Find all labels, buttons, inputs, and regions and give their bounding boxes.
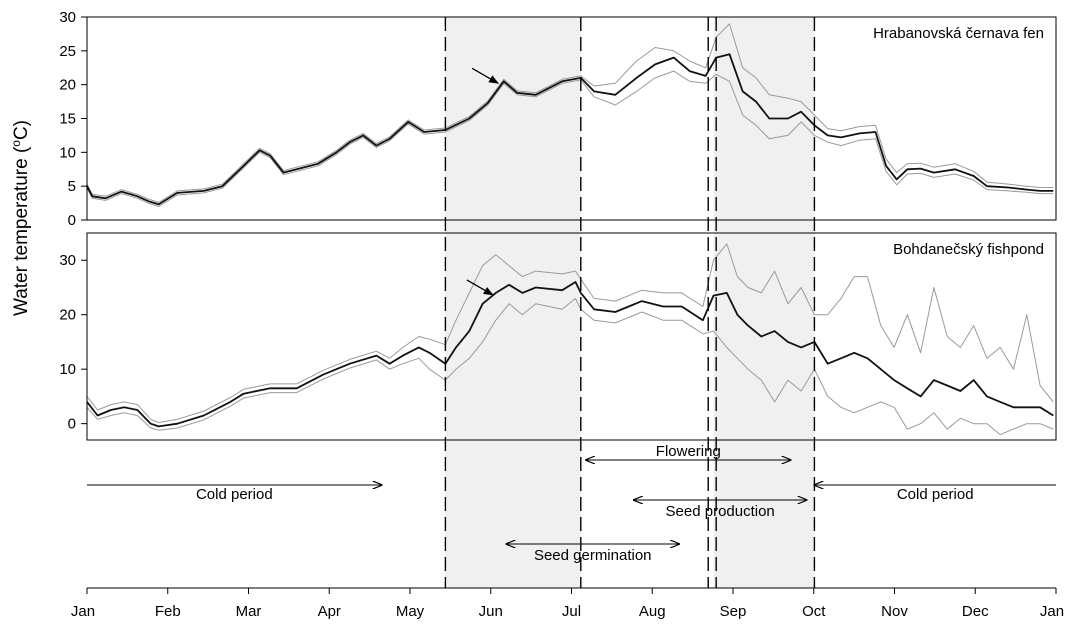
month-axis: Jan Feb Mar Apr May Jun Jul Aug Sep Oct Nov Dec Jan <box>71 587 1064 620</box>
phase-boundary-lines <box>444 17 816 588</box>
phase-label-2: Flowering <box>656 443 721 460</box>
panel-frame-fishpond <box>86 232 1057 441</box>
x-tick-label: Jun <box>479 603 503 620</box>
y-tick-label: 0 <box>68 212 76 229</box>
panel-bohdanecsky-fishpond: 0 10 20 30 Bohdanečský fishpond <box>59 232 1057 441</box>
y-axis-fishpond: 0 10 20 30 <box>59 252 87 433</box>
phase-label-4: Seed germination <box>534 547 652 564</box>
x-tick-label: Jul <box>562 603 581 620</box>
y-tick-label: 5 <box>68 178 76 195</box>
y-tick-label: 10 <box>59 361 76 378</box>
x-tick-label: Oct <box>802 603 826 620</box>
x-tick-label: Dec <box>962 603 989 620</box>
x-tick-label: Jan <box>1040 603 1064 620</box>
y-axis-fen: 0 5 10 15 20 25 30 <box>59 9 87 229</box>
y-axis-title-degree: o <box>9 140 23 147</box>
y-axis-title-unit: C) <box>11 120 32 140</box>
panel-title-fen: Hrabanovská černava fen <box>873 25 1044 42</box>
series-max-line <box>86 243 1054 424</box>
y-tick-label: 0 <box>68 416 76 433</box>
series-layer-fen <box>86 23 1054 207</box>
y-tick-label: 20 <box>59 307 76 324</box>
shaded-period-0 <box>445 17 581 588</box>
series-min-line <box>86 297 1054 436</box>
series-min-line <box>86 70 1054 207</box>
x-tick-label: Jan <box>71 603 95 620</box>
y-tick-label: 15 <box>59 111 76 128</box>
panel-hrabanovska-fen: 0 5 10 15 20 25 30 Hrabanovská černava fen <box>59 9 1057 229</box>
y-tick-label: 10 <box>59 144 76 161</box>
series-layer-fishpond <box>86 243 1054 436</box>
x-tick-label: Nov <box>881 603 908 620</box>
phenology-phases: Cold period Cold period Flowering Seed prod… <box>87 443 1056 564</box>
peak-pointer-arrow <box>466 279 494 296</box>
phase-label-0: Cold period <box>196 486 273 503</box>
x-tick-label: Aug <box>639 603 666 620</box>
x-tick-label: Sep <box>720 603 747 620</box>
y-tick-label: 20 <box>59 77 76 94</box>
series-mean-line <box>86 281 1054 428</box>
x-tick-label: Mar <box>236 603 262 620</box>
x-tick-label: Apr <box>318 603 341 620</box>
y-tick-label: 30 <box>59 9 76 26</box>
series-mean-line <box>86 53 1054 206</box>
y-tick-label: 25 <box>59 43 76 60</box>
series-max-line <box>86 23 1054 203</box>
peak-pointer-arrow <box>471 67 500 84</box>
y-axis-title: Water temperature (oC) <box>9 120 32 316</box>
phase-label-1: Cold period <box>897 486 974 503</box>
panel-title-fishpond: Bohdanečský fishpond <box>893 241 1044 258</box>
y-tick-label: 30 <box>59 252 76 269</box>
y-axis-title-text: Water temperature ( <box>11 146 32 316</box>
phase-label-3: Seed production <box>666 503 775 520</box>
x-tick-label: Feb <box>155 603 181 620</box>
x-tick-label: May <box>396 603 425 620</box>
